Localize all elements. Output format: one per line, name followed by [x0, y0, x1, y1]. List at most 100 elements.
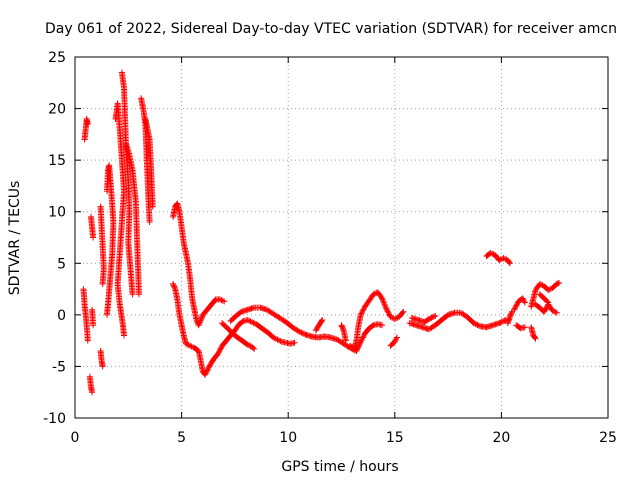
data-point [215, 349, 222, 356]
data-point [359, 335, 366, 342]
data-point [498, 318, 505, 325]
data-point [205, 364, 212, 371]
data-point [244, 341, 251, 348]
tick-labels: 0 5 10 15 20 25 -10 -5 0 5 10 15 20 25 [43, 50, 617, 446]
y-tick-label: 25 [48, 50, 66, 66]
data-point [202, 370, 209, 377]
data-point [353, 348, 360, 354]
data-point [250, 319, 257, 326]
data-point [399, 309, 406, 316]
data-point [136, 291, 142, 298]
data-point [202, 371, 209, 378]
data-point [496, 257, 503, 264]
data-point [506, 260, 513, 267]
data-point [508, 310, 515, 317]
data-point [276, 337, 282, 344]
data-point [318, 318, 325, 324]
data-point [556, 279, 562, 286]
data-point [511, 305, 518, 312]
data-point [342, 337, 349, 344]
data-point [273, 335, 280, 342]
data-point [553, 309, 560, 316]
data-point [358, 310, 365, 317]
data-point [271, 335, 278, 342]
x-axis-label: GPS time / hours [281, 459, 398, 475]
x-tick-label: 5 [177, 430, 186, 446]
data-point [538, 281, 545, 288]
x-tick-label: 25 [599, 430, 617, 446]
y-tick-label: 0 [57, 308, 66, 324]
data-point [370, 291, 377, 298]
data-point [380, 299, 387, 306]
data-point [400, 308, 407, 315]
data-point [379, 322, 385, 329]
data-point [250, 344, 256, 351]
data-point [500, 318, 507, 325]
y-tick-label: 10 [48, 205, 66, 221]
data-point [204, 366, 211, 373]
data-point [357, 340, 364, 346]
data-point [129, 291, 136, 298]
data-point [497, 319, 504, 326]
data-point [219, 297, 226, 304]
data-point [298, 329, 305, 336]
x-tick-label: 15 [386, 430, 404, 446]
grid-lines [75, 57, 608, 418]
data-point [356, 341, 363, 348]
data-point [385, 309, 392, 316]
data-point [204, 367, 211, 374]
x-tick-label: 0 [71, 430, 80, 446]
data-point [203, 368, 210, 375]
data-point [545, 299, 552, 306]
data-point [506, 259, 513, 266]
data-point [249, 319, 255, 326]
data-point [546, 286, 553, 293]
data-point [429, 314, 436, 321]
data-point [358, 337, 365, 344]
data-point [521, 299, 528, 306]
data-point [378, 294, 385, 301]
data-point [549, 307, 556, 314]
axis-ticks [74, 56, 609, 419]
data-point [425, 316, 432, 322]
data-point [384, 307, 390, 313]
data-point [475, 322, 482, 329]
data-point [187, 342, 194, 349]
x-tick-label: 20 [492, 430, 510, 446]
data-point [149, 203, 156, 210]
data-point [355, 342, 362, 349]
data-point [89, 389, 96, 396]
data-point [84, 121, 91, 127]
data-point [355, 344, 362, 350]
data-point [146, 219, 153, 225]
y-axis-label: SDTVAR / TECUs [7, 181, 23, 296]
plot-frame [74, 56, 609, 419]
data-point [277, 338, 284, 344]
data-point [489, 250, 496, 257]
data-point [354, 346, 360, 353]
data-point [383, 305, 390, 312]
data-point [297, 329, 304, 335]
data-point [391, 338, 398, 345]
y-tick-label: 5 [57, 256, 66, 272]
data-point [171, 283, 178, 290]
data-point [84, 337, 91, 344]
data-point [217, 296, 223, 303]
data-point [521, 324, 528, 331]
data-point [354, 345, 361, 352]
data-point [389, 314, 395, 321]
data-point [185, 342, 192, 349]
data-point [544, 298, 551, 305]
data-point [551, 308, 557, 315]
data-point [299, 330, 306, 337]
data-point [198, 315, 205, 322]
data-point [217, 346, 223, 353]
data-point [184, 341, 191, 348]
data-point [379, 295, 385, 302]
data-point [513, 302, 520, 309]
data-point [497, 256, 504, 263]
data-point [99, 363, 106, 370]
data-markers [80, 69, 562, 396]
data-point [221, 298, 228, 305]
